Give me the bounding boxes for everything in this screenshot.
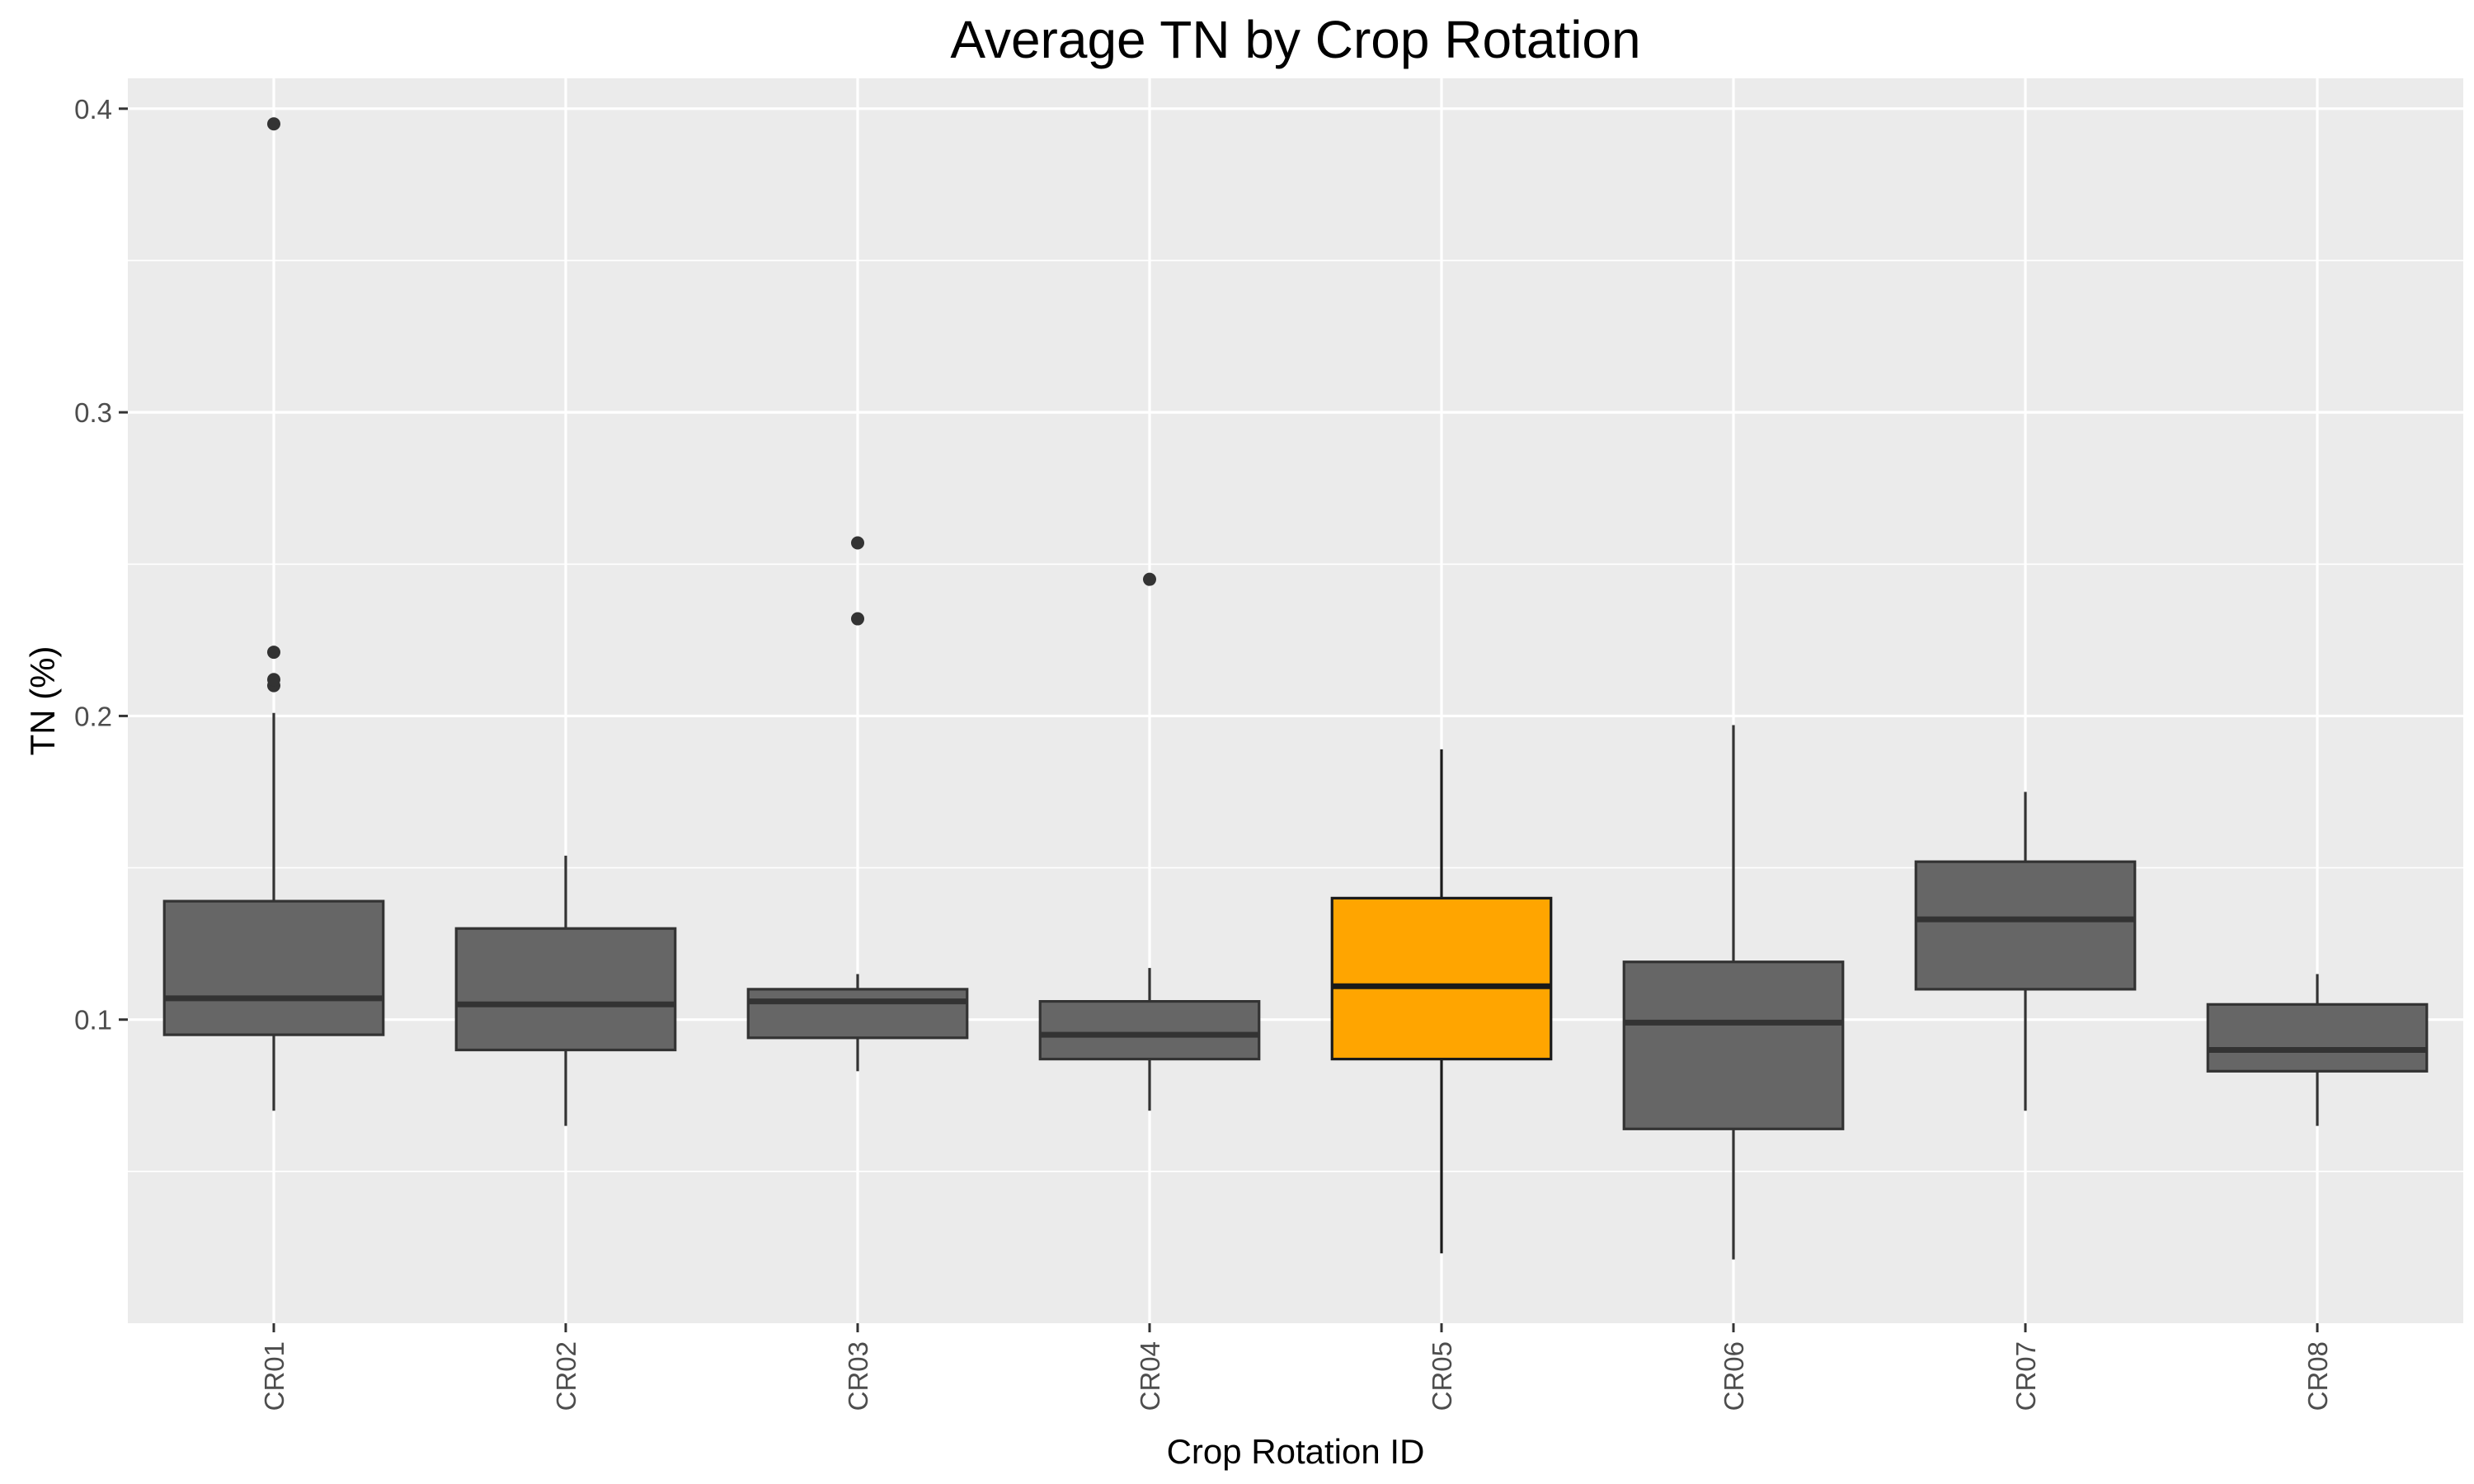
x-tick-label-cr02: CR02 bbox=[551, 1341, 581, 1411]
x-axis-label: Crop Rotation ID bbox=[1167, 1432, 1425, 1471]
box-cr07 bbox=[1914, 791, 2137, 1111]
box-iqr bbox=[1622, 960, 1845, 1130]
box-iqr bbox=[1038, 1000, 1261, 1061]
y-tick-label: 0.3 bbox=[74, 397, 112, 428]
box-iqr bbox=[1914, 860, 2137, 991]
x-tick-label-cr07: CR07 bbox=[2011, 1341, 2041, 1411]
box-iqr bbox=[162, 899, 385, 1036]
x-tick-label-cr04: CR04 bbox=[1135, 1341, 1165, 1411]
x-tick-label-cr03: CR03 bbox=[843, 1341, 873, 1411]
box-iqr bbox=[2206, 1003, 2429, 1073]
y-tick-label: 0.2 bbox=[74, 701, 112, 731]
x-axis: CR01 CR02 CR03 CR04 CR05 CR06 CR07 CR08 bbox=[259, 1323, 2333, 1411]
box-iqr bbox=[454, 927, 677, 1052]
y-tick-label: 0.1 bbox=[74, 1005, 112, 1036]
box-cr06 bbox=[1622, 725, 1845, 1260]
outlier-point bbox=[1143, 572, 1156, 586]
y-axis: 0.1 0.2 0.3 0.4 bbox=[74, 94, 128, 1036]
chart-title: Average TN by Crop Rotation bbox=[950, 10, 1640, 69]
boxes bbox=[162, 117, 2429, 1260]
outlier-point bbox=[267, 646, 280, 660]
outlier-point bbox=[851, 612, 864, 626]
y-tick-label: 0.4 bbox=[74, 94, 112, 124]
x-tick-label-cr06: CR06 bbox=[1719, 1341, 1749, 1411]
box-cr01 bbox=[162, 117, 385, 1111]
box-cr04 bbox=[1038, 572, 1261, 1111]
outlier-point bbox=[267, 117, 280, 131]
x-tick-label-cr08: CR08 bbox=[2302, 1341, 2333, 1411]
y-axis-label: TN (%) bbox=[23, 646, 62, 756]
box-cr03 bbox=[746, 536, 969, 1072]
box-cr08 bbox=[2206, 974, 2429, 1126]
outlier-point bbox=[851, 536, 864, 550]
box-iqr bbox=[1330, 896, 1553, 1061]
x-tick-label-cr05: CR05 bbox=[1427, 1341, 1457, 1411]
box-cr02 bbox=[454, 855, 677, 1126]
box-iqr bbox=[746, 988, 969, 1040]
box-cr05 bbox=[1330, 749, 1553, 1254]
x-tick-label-cr01: CR01 bbox=[259, 1341, 289, 1411]
outlier-point bbox=[267, 673, 280, 687]
plot-panel bbox=[128, 78, 2463, 1323]
